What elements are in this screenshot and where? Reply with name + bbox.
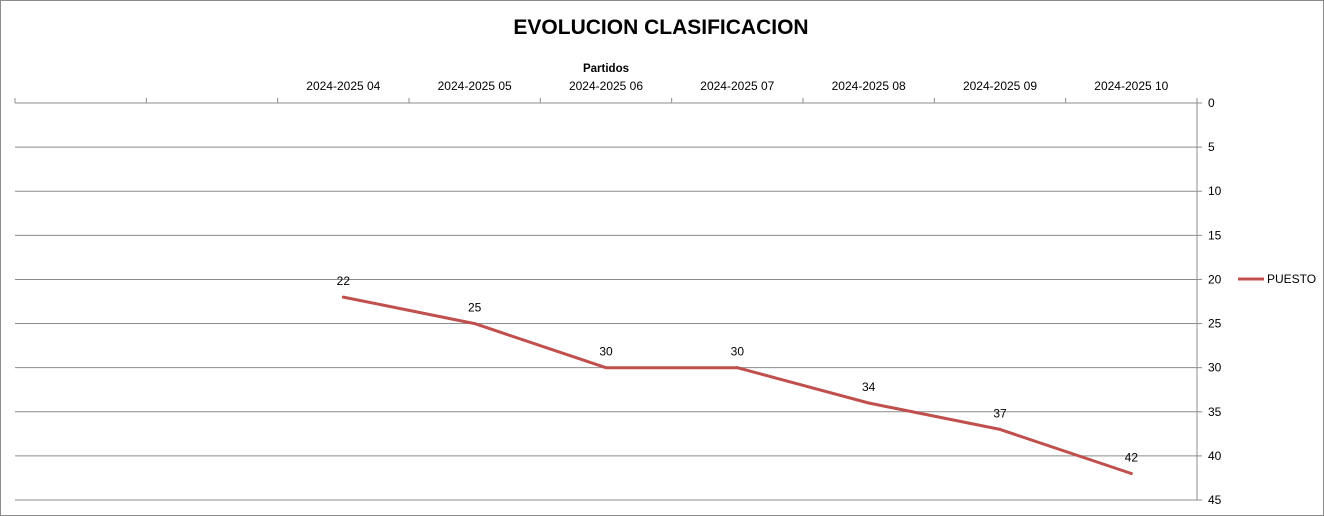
x-tick-label: 2024-2025 09 (963, 79, 1037, 93)
y-tick-label: 35 (1208, 405, 1222, 419)
y-tick-label: 30 (1208, 361, 1222, 375)
y-tick-label: 10 (1208, 184, 1222, 198)
chart-title: EVOLUCION CLASIFICACION (513, 16, 808, 39)
x-tick-label: 2024-2025 08 (832, 79, 906, 93)
x-axis-title: Partidos (583, 63, 629, 75)
data-label: 22 (337, 274, 351, 288)
data-label: 30 (599, 345, 613, 359)
legend-label: PUESTO (1267, 272, 1316, 286)
data-point (473, 322, 477, 326)
data-label: 37 (993, 406, 1007, 420)
y-tick-label: 15 (1208, 228, 1222, 242)
y-tick-label: 45 (1208, 493, 1222, 507)
y-tick-label: 40 (1208, 449, 1222, 463)
x-tick-label: 2024-2025 05 (438, 79, 512, 93)
x-tick-label: 2024-2025 06 (569, 79, 643, 93)
data-label: 25 (468, 301, 482, 315)
data-point (867, 401, 871, 405)
y-tick-label: 20 (1208, 272, 1222, 286)
x-tick-label: 2024-2025 10 (1094, 79, 1168, 93)
x-tick-label: 2024-2025 04 (306, 79, 380, 93)
y-tick-label: 25 (1208, 317, 1222, 331)
y-tick-label: 0 (1208, 96, 1215, 110)
data-point (998, 427, 1002, 431)
data-point (341, 295, 345, 299)
data-label: 30 (731, 345, 745, 359)
data-label: 34 (862, 380, 876, 394)
data-point (1129, 472, 1133, 476)
data-point (604, 366, 608, 370)
data-label: 42 (1125, 451, 1139, 465)
y-tick-label: 5 (1208, 140, 1215, 154)
x-tick-label: 2024-2025 07 (700, 79, 774, 93)
data-point (735, 366, 739, 370)
